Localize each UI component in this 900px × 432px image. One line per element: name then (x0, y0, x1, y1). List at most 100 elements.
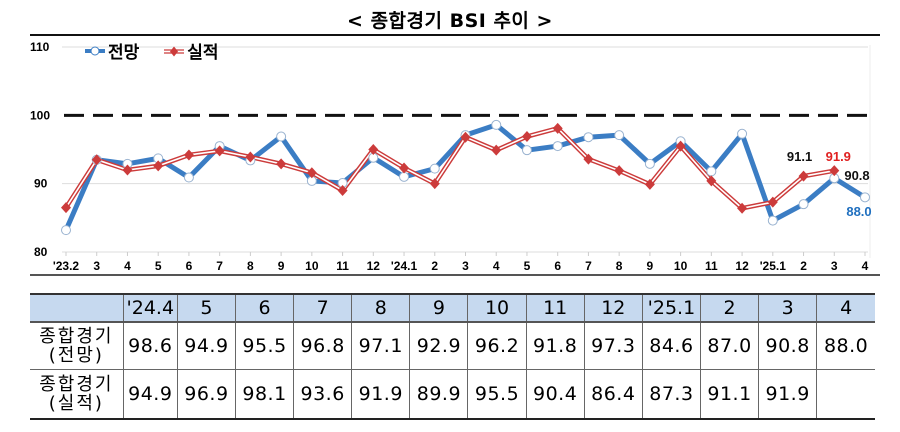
table-header-row: '24.4 5 6 7 8 9 10 11 12 '25.1 2 3 4 (30, 293, 875, 323)
actual-point (399, 162, 410, 174)
y-tick-label: 80 (34, 245, 48, 259)
table-cell: 86.4 (583, 369, 643, 420)
actual-point (767, 196, 778, 208)
forecast-point (583, 132, 594, 143)
x-tick-label: 4 (493, 259, 500, 273)
table-cell: 89.9 (409, 369, 469, 420)
table-cell: 97.3 (583, 321, 643, 370)
actual-point (614, 165, 625, 177)
table-col-header: 9 (409, 293, 469, 323)
annotation-actual-feb25: 91.1 (787, 149, 812, 164)
actual-point (798, 170, 809, 182)
actual-point (491, 144, 502, 156)
table-cell: 94.9 (176, 321, 236, 370)
table-row-forecast: 종합경기 (전망) 98.6 94.9 95.5 96.8 97.1 92.9 9… (30, 321, 875, 370)
actual-point (368, 144, 379, 155)
table-col-header: 7 (293, 293, 353, 323)
actual-point (276, 158, 287, 170)
legend-actual-label: 실적 (187, 43, 219, 63)
table-cell: 96.2 (467, 321, 527, 370)
table-col-header: 10 (467, 293, 527, 323)
x-tick-label: '23.2 (53, 259, 80, 273)
actual-point (337, 185, 348, 196)
y-tick-label: 100 (30, 108, 50, 122)
x-tick-label: 12 (367, 259, 381, 273)
annotation-actual-mar25: 91.9 (826, 149, 851, 164)
actual-point (583, 153, 594, 165)
forecast-point (61, 225, 71, 236)
table-cell: 98.1 (234, 369, 295, 420)
actual-point (737, 202, 748, 214)
forecast-marker-icon (85, 46, 105, 55)
x-tick-label: 8 (616, 259, 623, 273)
x-tick-label: 12 (735, 259, 749, 273)
actual-point (153, 160, 164, 172)
x-tick-label: 6 (186, 259, 193, 273)
table-col-header: 3 (758, 293, 818, 323)
row-label-line1: 종합경기 (39, 374, 114, 395)
table-cell: 92.9 (409, 321, 469, 370)
table-cell: 91.9 (758, 369, 818, 420)
table-col-header: 11 (525, 293, 585, 323)
actual-point (214, 145, 225, 157)
x-tick-label: 7 (585, 259, 592, 273)
table-cell: 90.4 (525, 369, 585, 420)
x-tick-label: 9 (278, 259, 285, 273)
row-label-line2: (실적) (48, 393, 104, 414)
forecast-point (491, 119, 502, 130)
row-label-forecast: 종합경기 (전망) (30, 321, 124, 370)
forecast-point (614, 130, 625, 141)
actual-point (644, 178, 655, 190)
table-col-header: 5 (176, 293, 236, 323)
x-tick-label: 11 (336, 259, 349, 273)
table-corner-cell (30, 293, 124, 323)
x-tick-label: '25.1 (760, 259, 787, 273)
legend-forecast: 전망 (84, 38, 139, 63)
x-tick-label: '24.1 (391, 259, 418, 273)
line-chart: 80 90 100 110 '23.2 3 4 5 6 7 8 9 10 11 12 '24.1 2 3 4 5 6 7 8… (30, 40, 872, 273)
table-cell: 90.8 (758, 321, 818, 370)
actual-point (706, 175, 717, 187)
x-tick-label: 5 (524, 259, 531, 273)
x-tick-label: 10 (674, 259, 688, 273)
table-cell: 93.6 (293, 369, 353, 420)
top-rule (30, 34, 880, 36)
row-label-line2: (전망) (48, 345, 104, 366)
x-tick-label: 4 (862, 259, 869, 273)
table-col-header: '25.1 (641, 293, 701, 323)
actual-point (460, 131, 471, 143)
forecast-point (429, 163, 440, 174)
y-tick-label: 110 (30, 40, 50, 54)
forecast-point (767, 215, 778, 226)
table-cell: 88.0 (816, 321, 875, 370)
forecast-point (737, 128, 748, 139)
actual-line (64, 125, 835, 211)
table-col-header: 8 (351, 293, 411, 323)
actual-point (429, 178, 440, 190)
y-tick-label: 90 (34, 177, 48, 191)
actual-point (552, 122, 563, 134)
table-col-header: 12 (583, 293, 643, 323)
table-col-header: '24.4 (122, 293, 178, 323)
annotation-forecast-mar25: 90.8 (844, 168, 869, 183)
x-tick-label: 3 (831, 259, 838, 273)
x-tick-label: 2 (800, 259, 807, 273)
actual-point (306, 167, 317, 179)
table-row-actual: 종합경기 (실적) 94.9 96.9 98.1 93.6 91.9 89.9 9… (30, 369, 875, 420)
x-tick-label: 8 (247, 259, 254, 273)
legend-forecast-label: 전망 (108, 43, 140, 63)
table-cell: 95.5 (234, 321, 295, 370)
forecast-point (276, 131, 287, 142)
actual-marker-icon (164, 46, 185, 56)
table-cell: 87.3 (641, 369, 701, 420)
forecast-point (706, 166, 717, 177)
chart-bottom-rule (30, 274, 880, 276)
actual-point (675, 140, 686, 152)
x-tick-label: 6 (554, 259, 561, 273)
actual-point (122, 164, 133, 176)
actual-point (829, 165, 840, 177)
table-cell: 94.9 (122, 369, 178, 420)
x-tick-label: 2 (431, 259, 438, 273)
table-cell: 97.1 (351, 321, 411, 370)
actual-point (245, 151, 256, 163)
